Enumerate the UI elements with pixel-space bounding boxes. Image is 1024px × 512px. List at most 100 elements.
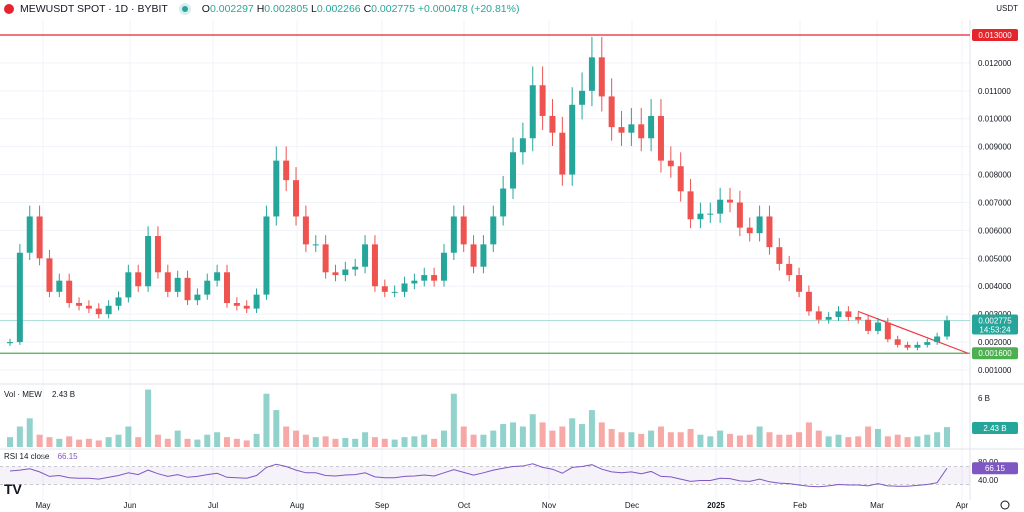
volume-bar — [490, 430, 497, 447]
candle-body — [510, 152, 517, 189]
ohlc-readout: O0.002297 H0.002805 L0.002266 C0.002775 … — [201, 3, 520, 15]
candle-body — [16, 252, 23, 343]
candle-body — [884, 322, 891, 340]
volume-bar — [766, 432, 773, 447]
candle-body — [697, 213, 704, 220]
support-price-label-text: 0.001600 — [978, 349, 1012, 358]
candle-body — [835, 311, 842, 317]
candle-body — [480, 244, 487, 267]
volume-bar — [835, 434, 842, 447]
candle-body — [204, 280, 211, 295]
volume-bar — [667, 432, 674, 447]
candle-body — [500, 188, 507, 217]
volume-bar — [371, 437, 378, 447]
candle-body — [145, 235, 152, 287]
rsi-line — [9, 463, 948, 488]
volume-bar — [322, 436, 329, 447]
volume-bar — [450, 393, 457, 447]
volume-bar — [914, 436, 921, 447]
volume-bar — [717, 430, 724, 447]
volume-bar — [174, 430, 181, 447]
time-tick: Dec — [625, 501, 639, 510]
candle-body — [460, 216, 467, 245]
volume-bar — [391, 439, 398, 447]
last-price-label-text: 0.002775 — [978, 316, 1012, 325]
volume-bar — [924, 434, 931, 447]
volume-bar — [519, 426, 526, 447]
candle-body — [312, 244, 319, 246]
candle-body — [470, 244, 477, 267]
volume-bar — [579, 424, 586, 447]
candle-body — [707, 213, 714, 215]
candle-body — [549, 115, 556, 133]
price-tick: 0.009000 — [978, 143, 1012, 152]
volume-bar — [135, 437, 142, 447]
volume-bar — [164, 438, 171, 447]
volume-bar — [342, 437, 349, 447]
time-tick: Oct — [458, 501, 471, 510]
volume-bar — [46, 437, 53, 447]
volume-bar — [293, 430, 300, 447]
resistance-price-label-text: 0.013000 — [978, 31, 1012, 40]
candle-body — [56, 280, 63, 292]
candle-body — [7, 342, 13, 344]
candle-body — [845, 311, 852, 317]
volume-bar — [707, 436, 714, 447]
candle-body — [687, 191, 694, 220]
candle-body — [638, 124, 645, 139]
volume-bar — [145, 389, 152, 447]
volume-bar — [815, 430, 822, 447]
volume-bar — [500, 424, 507, 447]
candle-body — [352, 266, 359, 270]
volume-bar — [401, 437, 408, 447]
volume-bar — [677, 432, 684, 447]
candle-body — [519, 138, 526, 153]
chart-header: MEWUSDT SPOT · 1D · BYBIT O0.002297 H0.0… — [4, 2, 519, 16]
volume-bar — [243, 440, 250, 447]
candle-body — [263, 216, 270, 295]
volume-bar — [125, 426, 132, 447]
candle-body — [934, 336, 941, 343]
candle-body — [766, 216, 773, 248]
time-tick: 2025 — [707, 501, 725, 510]
price-tick: 0.004000 — [978, 282, 1012, 291]
volume-bar — [648, 430, 655, 447]
price-tick: 0.002000 — [978, 338, 1012, 347]
candle-body — [736, 202, 743, 228]
candle-body — [26, 216, 33, 253]
volume-bar — [618, 432, 625, 447]
symbol-title[interactable]: MEWUSDT SPOT · 1D · BYBIT — [20, 3, 168, 15]
volume-bar — [7, 437, 13, 447]
volume-bar — [736, 435, 743, 447]
volume-bar — [85, 438, 92, 447]
tradingview-logo: TV — [4, 481, 23, 497]
volume-bar — [687, 428, 694, 447]
settings-gear-icon[interactable] — [1000, 500, 1010, 510]
candle-body — [924, 342, 931, 345]
volume-bar — [263, 393, 270, 447]
candle-body — [46, 258, 53, 292]
volume-bar — [638, 433, 645, 447]
candle-body — [569, 104, 576, 175]
candle-body — [332, 272, 339, 276]
candle-body — [391, 291, 398, 293]
candle-body — [815, 311, 822, 320]
volume-bar — [559, 426, 566, 447]
candle-body — [233, 302, 240, 306]
candle-body — [184, 277, 191, 301]
candle-body — [76, 302, 83, 306]
volume-tick: 6 B — [978, 394, 990, 403]
volume-bar — [657, 426, 664, 447]
time-tick: May — [35, 501, 50, 510]
trendline — [857, 310, 969, 354]
currency-label[interactable]: USDT — [996, 4, 1018, 13]
volume-bar — [204, 434, 211, 447]
volume-bar — [233, 438, 240, 447]
candle-body — [628, 124, 635, 133]
candle-body — [608, 96, 615, 128]
volume-bar — [470, 434, 477, 447]
volume-bar — [223, 437, 230, 447]
candle-body — [855, 316, 862, 320]
candle-body — [381, 286, 388, 292]
